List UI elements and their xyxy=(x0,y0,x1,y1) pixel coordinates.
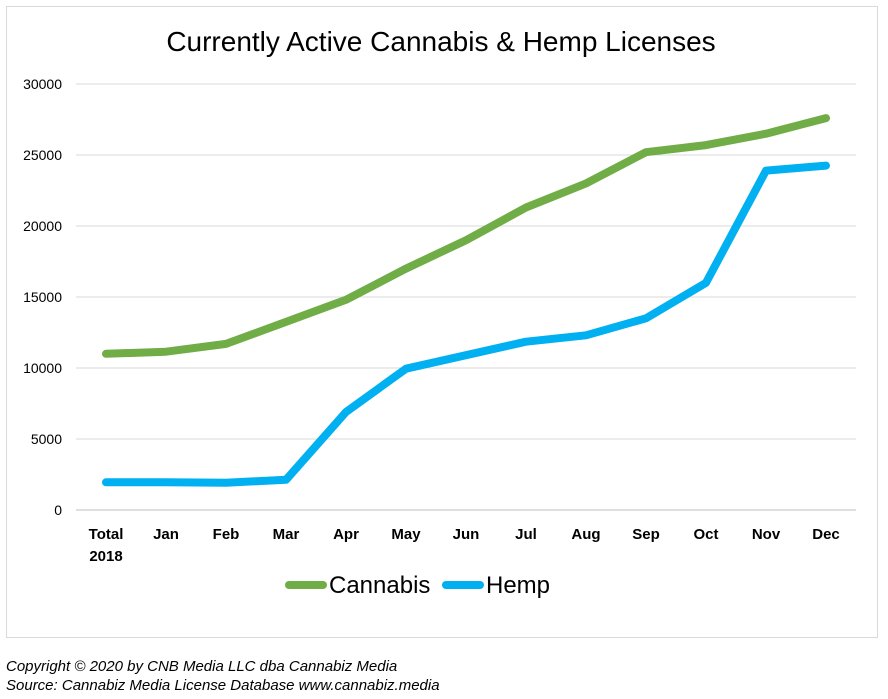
y-tick-label: 10000 xyxy=(23,360,62,376)
chart-frame xyxy=(6,6,878,638)
y-axis-ticks: 0 5000 10000 15000 20000 25000 30000 xyxy=(23,76,62,518)
y-tick-label: 15000 xyxy=(23,289,62,305)
series-line-hemp xyxy=(102,161,830,487)
y-tick-label: 30000 xyxy=(23,76,62,92)
x-tick-label: Jan xyxy=(153,526,179,543)
chart-title: Currently Active Cannabis & Hemp License… xyxy=(166,26,715,57)
x-tick-label: Apr xyxy=(333,526,359,543)
y-tick-label: 25000 xyxy=(23,147,62,163)
legend-label-hemp: Hemp xyxy=(486,572,550,599)
x-tick-label: Sep xyxy=(632,526,660,543)
legend-label-cannabis: Cannabis xyxy=(329,572,430,599)
footer: Copyright © 2020 by CNB Media LLC dba Ca… xyxy=(6,657,440,695)
x-tick-label: Dec xyxy=(812,526,840,543)
series-lines xyxy=(102,114,830,487)
line-chart: Currently Active Cannabis & Hemp License… xyxy=(23,26,856,599)
copyright-text: Copyright © 2020 by CNB Media LLC dba Ca… xyxy=(6,658,398,675)
gridlines xyxy=(76,83,856,511)
y-tick-label: 20000 xyxy=(23,218,62,234)
x-axis-ticks: Total 2018 Jan Feb Mar Apr May Jun Jul Aug Sep Oct N… xyxy=(89,526,840,565)
x-tick-label: Jul xyxy=(515,526,537,543)
y-tick-label: 0 xyxy=(54,502,62,518)
x-tick-label: Aug xyxy=(571,526,600,543)
x-tick-label: Total 2018 xyxy=(89,526,124,565)
x-tick-label: Nov xyxy=(752,526,781,543)
x-tick-label: May xyxy=(391,526,421,543)
x-tick-label: Feb xyxy=(213,526,240,543)
y-tick-label: 5000 xyxy=(31,431,62,447)
source-text: Source: Cannabiz Media License Database … xyxy=(6,677,440,694)
x-tick-label: Oct xyxy=(693,526,718,543)
x-tick-label: Jun xyxy=(453,526,480,543)
legend: Cannabis Hemp xyxy=(285,572,550,599)
x-tick-label: Mar xyxy=(273,526,300,543)
series-line-cannabis xyxy=(102,114,830,358)
